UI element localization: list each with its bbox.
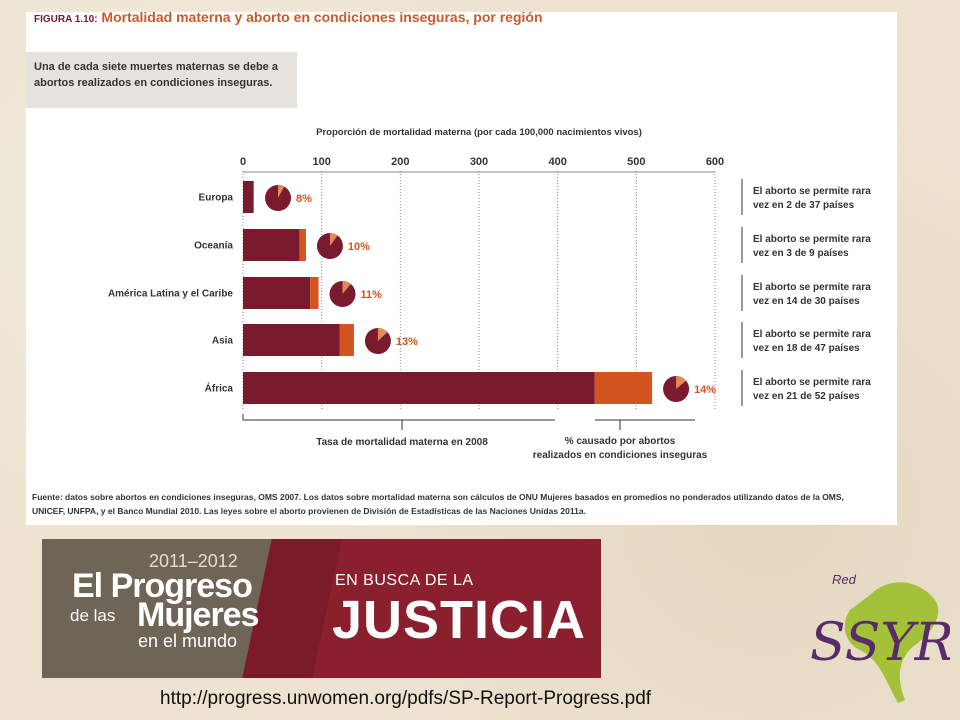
banner-subtitle: EN BUSCA DE LA <box>335 572 474 589</box>
source-url[interactable]: http://progress.unwomen.org/pdfs/SP-Repo… <box>160 688 652 709</box>
category-label: América Latina y el Caribe <box>108 289 233 300</box>
bar-abortion-share <box>310 277 319 309</box>
chart-title: Proporción de mortalidad materna (por ca… <box>316 127 642 138</box>
banner-title-line2a: de las <box>70 606 116 625</box>
pie-slice <box>329 233 338 246</box>
percent-label: 8% <box>296 193 312 205</box>
annotation-text: El aborto se permite rara vez en 14 de 30… <box>753 282 871 307</box>
bar-mmr <box>243 277 311 309</box>
category-label: Asia <box>212 336 234 347</box>
x-tick-label: 500 <box>627 156 645 168</box>
banner-main-title: JUSTICIA <box>332 590 587 650</box>
figure-footnote: Fuente: datos sobre abortos en condicion… <box>32 492 844 516</box>
x-tick-label: 0 <box>240 156 246 168</box>
x-tick-label: 400 <box>548 156 566 168</box>
bar-abortion-share <box>339 324 354 356</box>
x-tick-label: 300 <box>470 156 488 168</box>
category-label: Oceanía <box>194 241 233 252</box>
x-tick-label: 600 <box>706 156 724 168</box>
percent-label: 11% <box>361 289 383 301</box>
bar-abortion-share <box>594 372 653 404</box>
banner-title-line2b: Mujeres <box>137 596 259 634</box>
banner-left-panel <box>42 539 282 678</box>
logo-map-shape <box>844 582 939 703</box>
percent-label: 10% <box>348 241 370 253</box>
report-banner: 2011–2012 El Progreso de las Mujeres en … <box>42 539 601 678</box>
x-tick-label: 200 <box>391 156 409 168</box>
figure-title-text: Mortalidad materna y aborto en condicion… <box>101 9 543 25</box>
annotation-text: El aborto se permite rara vez en 3 de 9 p… <box>753 234 871 259</box>
annotation-text: El aborto se permite rara vez en 2 de 37 … <box>753 186 871 211</box>
bottom-label-mmr: Tasa de mortalidad materna en 2008 <box>316 437 488 448</box>
subtitle-box <box>26 52 297 108</box>
pie-slice <box>278 185 285 198</box>
logo-letters: SSYR <box>810 613 950 673</box>
bar-mmr <box>243 229 300 261</box>
red-ssyr-logo: SSYR <box>810 582 950 703</box>
figure-number: FIGURA 1.10: <box>34 14 98 25</box>
banner-year: 2011–2012 <box>149 551 238 571</box>
banner-title-line1: El Progreso <box>72 567 253 605</box>
figure-subtitle: Una de cada siete muertes maternas se de… <box>34 61 278 89</box>
figure-title: FIGURA 1.10: Mortalidad materna y aborto… <box>34 9 543 25</box>
pie-slice <box>377 328 388 341</box>
category-label: África <box>205 382 234 395</box>
bar-abortion-share <box>299 229 306 261</box>
category-label: Europa <box>199 193 234 204</box>
bar-mmr <box>243 181 254 213</box>
bar-mmr <box>243 324 340 356</box>
pie-slice <box>676 376 687 389</box>
percent-label: 13% <box>396 336 418 348</box>
bar-abortion-share <box>253 181 255 213</box>
annotation-text: El aborto se permite rara vez en 21 de 52… <box>753 377 871 402</box>
percent-label: 14% <box>694 384 716 396</box>
pie-slice <box>342 281 351 294</box>
bar-mmr <box>243 372 595 404</box>
annotation-text: El aborto se permite rara vez en 18 de 47… <box>753 329 871 354</box>
banner-title-line3: en el mundo <box>138 631 238 651</box>
logo-red-text: Red <box>832 572 856 587</box>
bottom-label-abortion: % causado por abortos realizados en condi… <box>533 436 708 461</box>
x-tick-label: 100 <box>312 156 330 168</box>
